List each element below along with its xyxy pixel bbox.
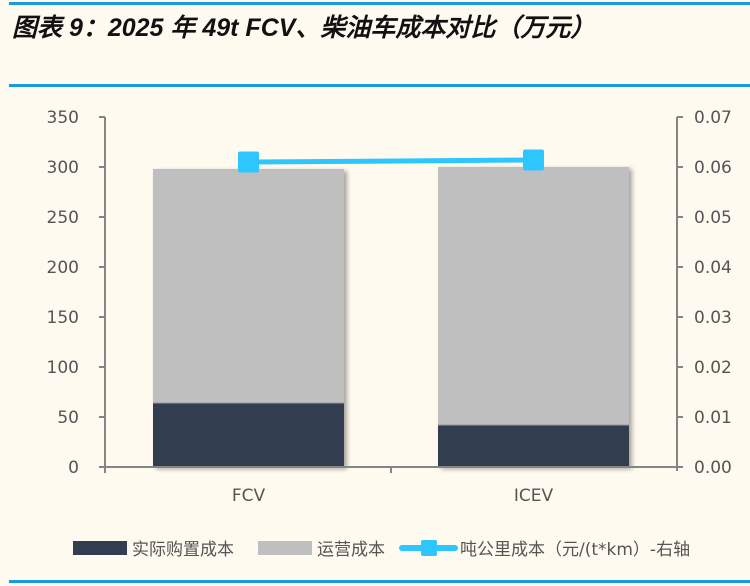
left-tick-label: 300: [47, 158, 79, 178]
left-tick-label: 350: [47, 108, 79, 128]
legend: 实际购置成本 运营成本 吨公里成本（元/(t*km）-右轴: [73, 540, 690, 560]
bottom-rule: [9, 580, 750, 583]
right-tick-label: 0.02: [694, 358, 732, 378]
bar-fcv: [153, 169, 344, 467]
bar-segment: [153, 169, 344, 403]
top-rule: [9, 2, 750, 5]
legend-swatch-operating: [258, 541, 312, 555]
right-tick-label: 0.01: [694, 408, 732, 428]
legend-swatch-purchase: [73, 541, 127, 555]
legend-marker-icon: [421, 540, 437, 556]
right-tick-label: 0.07: [694, 108, 732, 128]
chart-title: 图表 9：2025 年 49t FCV、柴油车成本对比（万元）: [12, 14, 596, 42]
legend-label-purchase: 实际购置成本: [132, 540, 234, 560]
stacked-bars: [153, 167, 629, 467]
bar-icev: [438, 167, 629, 467]
left-tick-label: 200: [47, 258, 79, 278]
right-tick-label: 0.03: [694, 308, 732, 328]
line-marker: [523, 149, 544, 171]
bar-segment: [438, 425, 629, 467]
per-ton-km-line: [238, 149, 544, 173]
left-tick-label: 0: [68, 458, 79, 478]
left-tick-label: 250: [47, 208, 79, 228]
left-tick-label: 150: [47, 308, 79, 328]
bar-segment: [438, 167, 629, 425]
x-axis: FCV ICEV: [99, 466, 677, 506]
right-tick-label: 0.04: [694, 258, 732, 278]
right-y-axis: 0.00 0.01 0.02 0.03 0.04 0.05 0.06 0.07: [676, 108, 732, 478]
right-tick-label: 0.05: [694, 208, 732, 228]
legend-label-operating: 运营成本: [317, 540, 385, 560]
title-divider: [9, 84, 750, 87]
left-tick-label: 50: [57, 408, 79, 428]
bar-segment: [153, 403, 344, 467]
x-category-label: ICEV: [514, 486, 554, 506]
left-tick-label: 100: [47, 358, 79, 378]
line-marker: [238, 151, 259, 173]
legend-label-per-ton-km: 吨公里成本（元/(t*km）-右轴: [460, 540, 690, 560]
left-y-axis: 0 50 100 150 200 250 300 350: [47, 108, 106, 478]
x-category-label: FCV: [232, 486, 266, 506]
right-tick-label: 0.06: [694, 158, 732, 178]
right-tick-label: 0.00: [694, 458, 732, 478]
